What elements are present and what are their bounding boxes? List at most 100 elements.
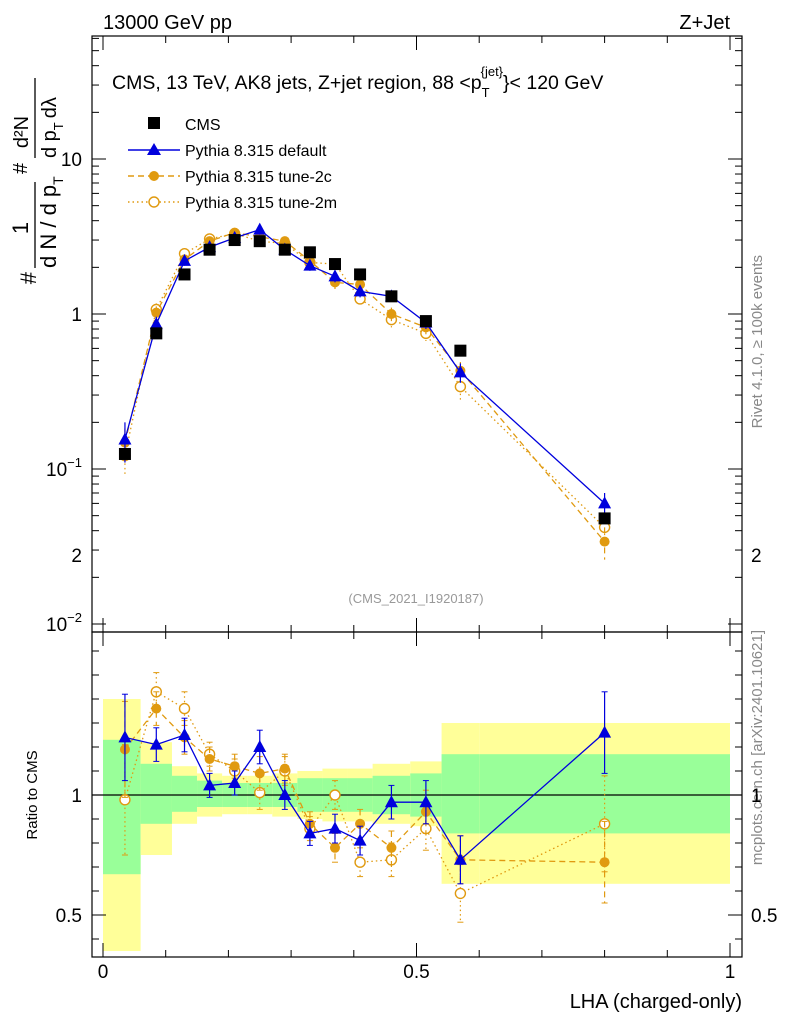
main-point-default	[253, 222, 267, 235]
ratio-point-tune2c	[279, 763, 290, 774]
main-point-cms	[278, 243, 291, 256]
legend-marker-cms	[148, 117, 160, 129]
ratio-line-tune2m	[124, 690, 605, 895]
main-point-default	[328, 269, 342, 282]
legend-label-cms: CMS	[185, 117, 221, 134]
main-point-cms	[178, 268, 191, 281]
main-point-default	[178, 253, 192, 266]
ratio-point-default	[253, 740, 267, 752]
ratio-line-tune2c	[124, 707, 605, 863]
main-ytick-label: 10−2	[46, 610, 82, 636]
main-point-cms	[253, 235, 266, 248]
ratio-point-default	[419, 795, 433, 808]
process-label: Z+Jet	[679, 12, 730, 34]
main-point-cms	[303, 246, 316, 259]
ratio-point-tune2m	[329, 789, 341, 801]
ratio-ytick-label-left: 1	[71, 786, 82, 807]
main-point-cms	[328, 258, 341, 271]
svg-text:1: 1	[8, 222, 33, 234]
ratio-band-green	[441, 754, 480, 834]
ratio-series-layer	[118, 672, 612, 923]
ratio-ytick-label-left: 2	[71, 546, 82, 567]
ratio-point-default	[118, 730, 132, 743]
ratio-y-axis-label: Ratio to CMS	[24, 750, 41, 839]
main-point-default	[303, 258, 317, 271]
svg-text:#: #	[10, 162, 32, 174]
main-plot: 10−2 10−1 1 10 CMS, 13 TeV, AK8 jets, Z+jet…	[8, 35, 743, 636]
ratio-point-tune2m	[178, 702, 191, 715]
main-point-tune2m	[454, 380, 467, 393]
main-ytick-label: 10	[61, 150, 82, 171]
ratio-ytick-label-right: 2	[751, 546, 762, 567]
main-point-cms	[598, 512, 611, 525]
legend-label-tune2m: Pythia 8.315 tune-2m	[185, 195, 337, 212]
main-point-cms	[150, 327, 163, 340]
main-series-layer	[118, 222, 612, 560]
ratio-band-green	[171, 775, 198, 812]
ratio-point-tune2c	[204, 754, 215, 764]
main-y-axis-label: # 1 d N / d pT # d²N d pTdλ	[8, 78, 66, 284]
main-point-default	[118, 432, 132, 445]
main-point-tune2c	[599, 536, 610, 547]
legend-label-tune2c: Pythia 8.315 tune-2c	[185, 169, 332, 186]
energy-label: 13000 GeV pp	[103, 12, 232, 34]
ratio-xtick-label: 0	[98, 962, 109, 983]
ratio-point-default	[353, 833, 367, 846]
ratio-axis-ticks: 0.5 0.5 1 1 2 2 0 0.5 1	[56, 546, 778, 983]
ratio-plot: 0.5 0.5 1 1 2 2 0 0.5 1 Ratio to CMS LHA (charge…	[24, 546, 777, 1013]
ratio-bands	[103, 699, 730, 951]
main-point-cms	[419, 315, 432, 328]
ratio-point-tune2c	[254, 768, 265, 779]
main-ytick-label: 1	[71, 305, 82, 326]
main-point-cms	[354, 268, 367, 281]
ratio-ytick-label-left: 0.5	[56, 906, 82, 927]
ratio-point-default	[149, 737, 163, 750]
ratio-point-tune2m	[354, 856, 366, 868]
main-point-cms	[454, 344, 467, 357]
ratio-band-green	[140, 763, 172, 824]
ratio-point-default	[203, 778, 217, 791]
svg-text:d N / d pT: d N / d pT	[36, 176, 66, 268]
main-point-cms	[385, 290, 398, 303]
ratio-point-default	[453, 852, 467, 865]
main-ytick-label: 10−1	[46, 455, 82, 481]
ratio-line-default	[124, 732, 606, 861]
ratio-point-tune2c	[229, 761, 240, 772]
ratio-point-default	[278, 788, 292, 800]
main-point-tune2c	[279, 236, 290, 247]
main-point-default	[149, 317, 163, 330]
main-title: CMS, 13 TeV, AK8 jets, Z+jet region, 88 …	[112, 64, 603, 100]
ratio-point-default	[384, 795, 398, 808]
mcplots-label: mcplots.cern.ch [arXiv:2401.10621]	[749, 630, 766, 865]
main-point-default	[598, 496, 612, 509]
x-axis-label: LHA (charged-only)	[570, 991, 742, 1013]
ratio-point-default	[598, 725, 612, 738]
legend: CMS Pythia 8.315 default Pythia 8.315 tu…	[128, 117, 337, 212]
ratio-xtick-label: 0.5	[403, 962, 429, 983]
ratio-point-tune2c	[151, 703, 162, 714]
legend-marker-tune2c	[149, 171, 159, 181]
main-point-cms	[228, 234, 241, 247]
ratio-xtick-label: 1	[725, 962, 736, 983]
svg-text:d²N: d²N	[11, 116, 33, 148]
ratio-point-default	[328, 821, 342, 834]
legend-marker-default	[147, 143, 161, 155]
ratio-ytick-label-right: 0.5	[751, 906, 777, 927]
analysis-id: (CMS_2021_I1920187)	[348, 591, 483, 606]
legend-marker-tune2m	[148, 196, 160, 208]
main-point-tune2c	[386, 309, 397, 319]
ratio-point-tune2m	[454, 887, 467, 900]
main-point-default	[453, 365, 467, 378]
main-point-cms	[118, 447, 131, 460]
main-point-default	[353, 284, 367, 297]
ratio-point-tune2c	[329, 842, 340, 853]
ratio-point-tune2c	[386, 842, 397, 853]
ratio-ytick-label-right: 1	[751, 786, 762, 807]
ratio-point-default	[303, 826, 317, 839]
ratio-point-default	[178, 728, 192, 740]
ratio-point-default	[228, 776, 242, 788]
rivet-label: Rivet 4.1.0, ≥ 100k events	[749, 255, 766, 428]
ratio-plot-frame	[91, 631, 743, 958]
main-axis-ticks: 10−2 10−1 1 10	[46, 36, 742, 636]
